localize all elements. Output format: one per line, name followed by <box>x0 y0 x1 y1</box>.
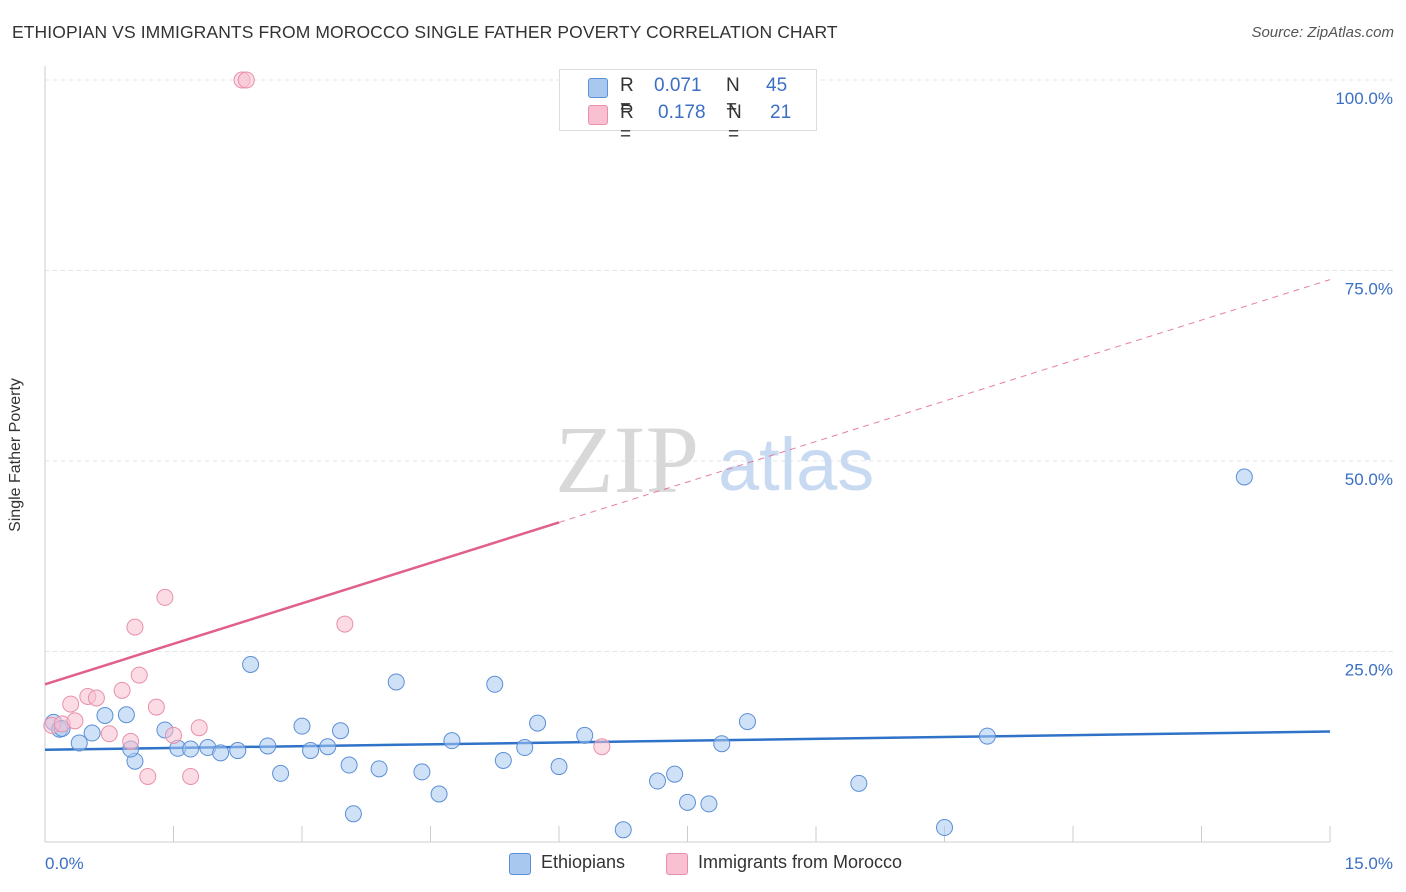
ethiopians-point <box>430 785 448 803</box>
axes <box>44 66 1331 843</box>
ethiopians-point <box>212 744 230 762</box>
x-tick-label: 0.0% <box>45 854 84 873</box>
legend-label: Immigrants from Morocco <box>698 852 903 872</box>
ethiopians-point <box>340 756 358 774</box>
ethiopians-point <box>117 706 135 724</box>
y-tick-label: 25.0% <box>1345 661 1393 680</box>
ethiopians-point <box>666 765 684 783</box>
y-tick-label: 100.0% <box>1335 89 1393 108</box>
ethiopians-point <box>850 774 868 792</box>
data-points <box>43 71 1253 839</box>
morocco-point <box>147 698 165 716</box>
n-value: 21 <box>770 102 792 123</box>
ethiopians-point <box>679 793 696 811</box>
ethiopians-point <box>96 707 114 725</box>
ethiopians-point <box>516 739 534 757</box>
ethiopians-point <box>649 772 667 790</box>
r-value: 0.071 <box>654 75 702 96</box>
ethiopians-point <box>550 758 568 776</box>
ethiopians-point <box>242 655 260 673</box>
ethiopians-point <box>413 763 431 781</box>
ethiopians-point <box>70 734 88 752</box>
ethiopians-point <box>259 737 277 755</box>
morocco-point <box>87 689 105 707</box>
ethiopians-point <box>293 717 311 735</box>
ethiopians-point <box>936 819 953 837</box>
ethiopians-point <box>229 742 247 760</box>
morocco-point <box>100 725 118 743</box>
watermark-zip: ZIP <box>555 406 699 513</box>
tick-labels: 25.0% 50.0% 75.0% 100.0% 0.0% 15.0% <box>45 89 1393 873</box>
morocco-point <box>130 666 148 684</box>
ethiopians-legend-swatch <box>509 853 531 875</box>
morocco-point <box>182 767 200 785</box>
watermark-atlas: atlas <box>718 423 874 506</box>
morocco-point <box>237 71 255 89</box>
r-label: R = <box>620 75 634 118</box>
ethiopians-point <box>614 821 632 839</box>
ethiopians-point <box>443 732 461 750</box>
ethiopians-point <box>272 764 290 782</box>
ethiopians-point <box>1235 468 1253 486</box>
legend-label: Ethiopians <box>541 852 626 872</box>
n-label: N = <box>726 75 740 118</box>
morocco-point <box>190 719 208 737</box>
ethiopians-point <box>83 724 101 742</box>
morocco-legend-swatch <box>666 853 688 875</box>
morocco-point <box>126 618 144 636</box>
morocco-point <box>62 695 80 713</box>
morocco-trend-line <box>44 521 560 686</box>
ethiopians-point <box>978 727 996 745</box>
ethiopians-point <box>700 795 718 813</box>
ethiopians-swatch <box>588 78 608 98</box>
ethiopians-point <box>332 722 350 740</box>
trend-lines <box>44 279 1331 752</box>
ethiopians-trend-line <box>44 730 1331 752</box>
ethiopians-point <box>738 713 756 731</box>
ethiopians-point <box>494 751 512 769</box>
ethiopians-point <box>486 675 504 693</box>
ethiopians-point <box>319 738 337 756</box>
y-tick-label: 50.0% <box>1345 470 1393 489</box>
morocco-point <box>593 738 611 756</box>
ethiopians-point <box>344 805 362 823</box>
ethiopians-point <box>529 714 547 732</box>
morocco-point <box>113 681 131 699</box>
morocco-point <box>139 767 157 785</box>
ethiopians-point <box>713 735 731 753</box>
ethiopians-point <box>387 673 405 691</box>
ethiopians-point <box>576 726 594 744</box>
morocco-swatch <box>588 105 608 125</box>
chart-title: ETHIOPIAN VS IMMIGRANTS FROM MOROCCO SIN… <box>12 22 838 42</box>
stats-legend: R = 0.071 N = 45 R = 0.178 N = 21 <box>559 69 817 145</box>
n-label: N = <box>728 102 742 145</box>
morocco-trend-extension <box>558 279 1331 523</box>
watermark: ZIP atlas <box>555 406 874 513</box>
gridlines <box>45 79 1395 652</box>
morocco-point <box>66 712 84 730</box>
morocco-point <box>156 588 174 606</box>
r-value: 0.178 <box>658 102 706 123</box>
morocco-point <box>122 732 140 750</box>
ethiopians-point <box>370 760 388 778</box>
morocco-point <box>336 615 354 633</box>
morocco-point <box>165 726 182 744</box>
r-label: R = <box>620 102 634 145</box>
ethiopians-point <box>302 742 320 760</box>
x-tick-label: 15.0% <box>1345 854 1393 873</box>
y-axis-label: Single Father Poverty <box>7 378 24 532</box>
ethiopians-point <box>182 740 200 758</box>
source-label: Source: ZipAtlas.com <box>1251 24 1394 41</box>
y-tick-label: 75.0% <box>1345 280 1393 299</box>
n-value: 45 <box>766 75 788 96</box>
